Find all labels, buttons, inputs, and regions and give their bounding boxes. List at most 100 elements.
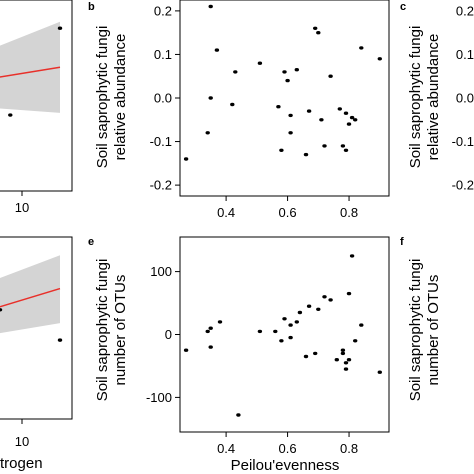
- panel-b-letter: b: [88, 1, 95, 13]
- data-point: [346, 122, 352, 126]
- panel-f-letter: f: [400, 236, 404, 248]
- data-point: [340, 144, 346, 148]
- data-point: [306, 109, 312, 113]
- ytick-label: 0.0: [154, 91, 172, 106]
- xtick-label: 0.6: [279, 205, 297, 220]
- panel-e-frame: [179, 236, 390, 433]
- data-point: [183, 348, 189, 352]
- data-point: [322, 144, 327, 148]
- data-point: [214, 48, 220, 52]
- panel-d-frame: [0, 236, 73, 420]
- data-point: [328, 74, 333, 78]
- data-point: [294, 320, 299, 324]
- data-point: [353, 118, 358, 122]
- data-point: [279, 148, 284, 152]
- panel-d-fit-line: [0, 287, 61, 308]
- panel-c: c Soil saprophytic fungi relative abunda…: [400, 1, 474, 193]
- data-point: [359, 323, 364, 327]
- data-point: [288, 323, 293, 327]
- xtick-label: 0.8: [340, 441, 358, 456]
- data-point: [208, 326, 213, 330]
- data-point: [208, 96, 213, 100]
- data-point: [288, 335, 293, 340]
- data-point: [57, 338, 63, 342]
- data-point: [233, 70, 238, 74]
- ytick-label: 100: [150, 264, 172, 279]
- ytick-label: 0.2: [154, 3, 172, 18]
- panel-a: 10: [0, 0, 73, 215]
- data-point: [377, 57, 382, 61]
- data-point: [340, 348, 346, 352]
- panel-b-ylabel-line2: relative abundance: [112, 34, 129, 161]
- data-point: [57, 26, 63, 30]
- data-point: [205, 329, 210, 334]
- panel-e-letter: e: [88, 236, 94, 248]
- panel-e-ylabel-line1: Soil saprophytic fungi: [94, 259, 111, 402]
- ytick-label: 0: [165, 327, 172, 342]
- data-point: [343, 361, 349, 365]
- data-point: [349, 115, 355, 120]
- data-point: [353, 339, 358, 343]
- ytick-label: -0.2: [452, 178, 474, 193]
- panel-a-xtick-label: 10: [15, 200, 29, 215]
- data-point: [313, 26, 318, 30]
- data-point: [0, 308, 3, 312]
- data-point: [8, 113, 13, 117]
- panel-d-xtick-label: 10: [15, 434, 29, 449]
- data-point: [322, 295, 327, 299]
- ytick-label: 0.1: [154, 47, 172, 62]
- data-point: [343, 111, 349, 115]
- xtick-label: 0.8: [340, 205, 358, 220]
- data-point: [316, 307, 321, 311]
- data-point: [377, 370, 382, 374]
- data-point: [334, 358, 339, 362]
- panel-a-fit-line: [0, 66, 61, 78]
- data-point: [288, 113, 293, 118]
- panel-e-ylabel-line2: number of OTUs: [112, 275, 129, 386]
- data-point: [303, 354, 309, 359]
- data-point: [205, 131, 210, 135]
- panel-f-ylabel-line2: number of OTUs: [425, 275, 442, 386]
- xtick-label: 0.4: [217, 441, 235, 456]
- panel-f-ylabel-line1: Soil saprophytic fungi: [407, 259, 424, 402]
- panel-c-ylabel-line2: relative abundance: [425, 34, 442, 161]
- panel-a-confidence-band: [0, 21, 60, 113]
- ytick-label: -0.1: [452, 134, 474, 149]
- panel-b: b Soil saprophytic fungi relative abunda…: [88, 0, 390, 220]
- xtick-label: 0.6: [279, 441, 297, 456]
- data-point: [349, 254, 355, 258]
- data-point: [306, 304, 312, 308]
- ytick-label: 0.1: [456, 47, 474, 62]
- panel-d-confidence-band: [0, 255, 60, 334]
- data-point: [217, 320, 223, 324]
- ytick-label: -100: [146, 390, 172, 405]
- data-point: [183, 157, 189, 161]
- panel-e: e Soil saprophytic fungi number of OTUs …: [88, 236, 390, 474]
- panel-d-xlabel: trogen: [0, 455, 43, 472]
- data-point: [319, 118, 324, 122]
- data-point: [346, 291, 352, 296]
- data-point: [279, 339, 284, 343]
- data-point: [230, 102, 235, 107]
- data-point: [313, 351, 318, 356]
- panel-a-frame: [0, 0, 73, 192]
- data-point: [236, 413, 241, 417]
- data-point: [257, 329, 263, 334]
- data-point: [257, 61, 263, 65]
- panel-e-xlabel: Peilou'evenness: [231, 457, 340, 474]
- data-point: [343, 367, 349, 371]
- data-point: [316, 31, 321, 35]
- ytick-label: -0.1: [150, 134, 172, 149]
- panel-b-ylabel-line1: Soil saprophytic fungi: [94, 26, 111, 169]
- data-point: [337, 107, 342, 111]
- data-point: [346, 358, 352, 362]
- panel-c-letter: c: [400, 1, 406, 13]
- data-point: [273, 329, 278, 334]
- data-point: [303, 152, 309, 157]
- data-point: [276, 105, 281, 109]
- data-point: [282, 317, 287, 321]
- data-point: [208, 4, 213, 9]
- data-point: [297, 310, 303, 315]
- data-point: [282, 70, 287, 74]
